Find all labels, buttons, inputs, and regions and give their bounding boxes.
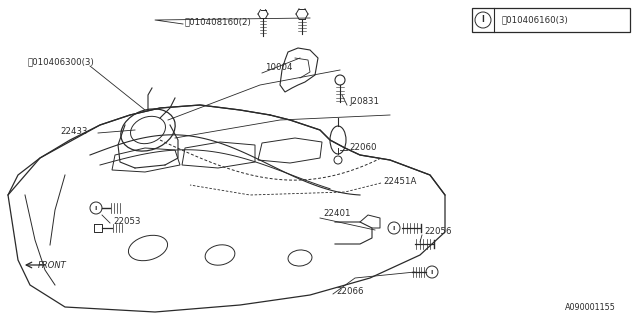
Text: 22053: 22053	[113, 217, 141, 226]
Text: 10004: 10004	[265, 62, 292, 71]
Text: Ⓑ010408160(2): Ⓑ010408160(2)	[185, 18, 252, 27]
Text: FRONT: FRONT	[38, 260, 67, 269]
Text: I: I	[95, 205, 97, 211]
Text: I: I	[481, 15, 484, 25]
Text: 22433: 22433	[60, 126, 88, 135]
Text: A090001155: A090001155	[565, 303, 616, 313]
Text: J20831: J20831	[349, 97, 379, 106]
Text: 22066: 22066	[336, 287, 364, 297]
Text: Ⓑ010406300(3): Ⓑ010406300(3)	[28, 58, 95, 67]
Text: Ⓑ010406160(3): Ⓑ010406160(3)	[502, 15, 569, 25]
Text: I: I	[431, 269, 433, 275]
Text: 22060: 22060	[349, 142, 376, 151]
Text: I: I	[393, 226, 395, 230]
Text: 22451A: 22451A	[383, 177, 417, 186]
Text: 22056: 22056	[424, 228, 451, 236]
Text: 22401: 22401	[323, 210, 351, 219]
Bar	[472, 8, 630, 32]
